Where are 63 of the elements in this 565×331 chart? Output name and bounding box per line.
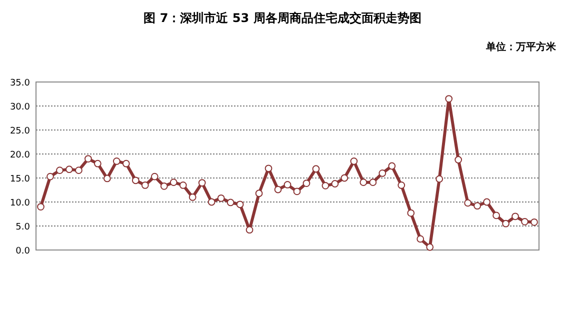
y-tick-label: 30.0 <box>10 102 30 112</box>
point <box>208 198 216 206</box>
point <box>284 181 292 188</box>
point <box>350 158 358 165</box>
point <box>255 190 263 198</box>
point <box>378 170 386 177</box>
y-tick-label: 0.0 <box>16 246 30 256</box>
point <box>483 198 490 206</box>
point <box>217 194 225 202</box>
point <box>312 165 320 173</box>
point <box>75 166 82 174</box>
point <box>236 200 244 208</box>
point <box>188 194 196 201</box>
point <box>56 166 64 174</box>
point <box>141 182 149 189</box>
y-tick-label: 5.0 <box>16 222 30 232</box>
point <box>416 235 424 243</box>
point <box>150 172 158 180</box>
point <box>274 186 282 194</box>
point <box>160 182 168 190</box>
point <box>492 212 500 220</box>
point <box>198 179 206 186</box>
point <box>369 178 377 186</box>
point <box>66 166 73 174</box>
point <box>502 220 510 228</box>
point <box>37 203 44 210</box>
point <box>331 180 339 188</box>
point <box>179 182 187 189</box>
point <box>426 243 434 251</box>
point <box>340 174 348 182</box>
point <box>322 182 330 190</box>
y-tick-label: 10.0 <box>10 198 30 208</box>
y-tick-label: 15.0 <box>10 174 30 184</box>
point <box>388 162 396 170</box>
y-tick-label: 35.0 <box>10 78 30 88</box>
point <box>46 172 54 180</box>
chart-title: 图 7：深圳市近 53 周各周商品住宅成交面积走势图 <box>144 11 422 25</box>
point <box>445 95 453 102</box>
point <box>226 198 234 206</box>
point <box>302 180 310 187</box>
point <box>94 160 102 168</box>
point <box>474 202 482 210</box>
point <box>293 188 301 196</box>
point <box>122 160 130 168</box>
y-tick-label: 20.0 <box>10 150 30 160</box>
point <box>530 218 538 226</box>
point <box>112 158 120 165</box>
point <box>170 178 178 186</box>
point <box>407 209 415 217</box>
point <box>398 182 406 189</box>
y-tick-label: 25.0 <box>10 126 30 136</box>
point <box>436 175 444 183</box>
point <box>454 156 462 164</box>
point <box>264 164 272 172</box>
point <box>132 176 140 184</box>
y-axis-title: 单位：万平方米 <box>485 41 557 53</box>
point <box>84 155 92 162</box>
point <box>512 212 519 220</box>
point <box>360 178 368 186</box>
point <box>246 226 254 234</box>
point <box>464 199 472 207</box>
point <box>103 174 111 182</box>
point <box>521 218 528 226</box>
